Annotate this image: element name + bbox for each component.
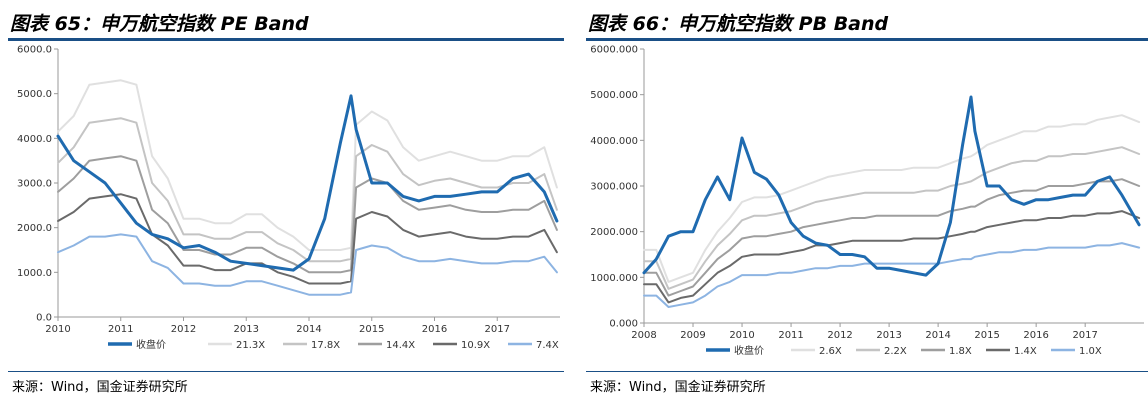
y-tick-label: 2000.000 (590, 227, 638, 238)
pe-band-chart: 0.0 1000.0 2000.0 3000.0 4000.0 5000.0 6000.0 2… (17, 45, 560, 351)
x-tick-label: 2012 (171, 324, 196, 335)
x-tick-label: 2011 (778, 330, 803, 341)
x-tick-label: 2009 (680, 330, 705, 341)
x-tick-label: 2015 (359, 324, 384, 335)
series-line-1-0x (643, 242, 1141, 308)
legend-label: 17.8X (311, 340, 340, 351)
source-rule (586, 371, 1148, 372)
figure-title: 图表 66：申万航空指数 PB Band (588, 13, 889, 35)
legend-label: 1.0X (1079, 346, 1102, 357)
legend-label: 收盘价 (136, 338, 166, 351)
title-rule (586, 38, 1148, 41)
x-tick-label: 2015 (974, 330, 999, 341)
series-line-17-8x (57, 117, 558, 263)
x-tick-label: 2014 (925, 330, 950, 341)
y-tick-label: 0.000 (609, 319, 638, 330)
legend-label: 14.4X (386, 340, 415, 351)
y-tick-label: 5000.0 (17, 89, 52, 100)
x-tick-label: 2011 (108, 324, 133, 335)
pb-band-chart: 0.000 1000.000 2000.000 3000.000 4000.000 500… (590, 45, 1144, 357)
source-note: 来源：Wind，国金证券研究所 (590, 380, 766, 395)
title-rule (8, 38, 564, 41)
y-tick-label: 3000.0 (17, 179, 52, 190)
series-line-7-4x (57, 233, 558, 296)
legend-label: 7.4X (536, 340, 559, 351)
x-tick-label: 2016 (1023, 330, 1048, 341)
figure-title: 图表 65：申万航空指数 PE Band (10, 13, 309, 35)
y-tick-label: 6000.000 (590, 45, 638, 56)
source-note: 来源：Wind，国金证券研究所 (12, 380, 188, 395)
legend-label: 21.3X (236, 340, 265, 351)
x-tick-label: 2013 (234, 324, 259, 335)
series-line-10-9x (57, 193, 558, 285)
y-tick-label: 4000.000 (590, 136, 638, 147)
y-tick-label: 6000.0 (17, 45, 52, 56)
legend-label: 2.6X (819, 346, 842, 357)
x-tick-label: 2008 (631, 330, 656, 341)
x-tick-label: 2017 (1072, 330, 1097, 341)
pe-band-panel: 图表 65：申万航空指数 PE Band 0.0 1000.0 2000.0 3000… (0, 0, 566, 403)
series-line-14-4x (57, 155, 558, 274)
series-line-close-price (56, 94, 559, 272)
series-line-21-3x (57, 79, 558, 251)
pb-band-panel: 图表 66：申万航空指数 PB Band 0.000 1000.000 2000.0… (578, 0, 1148, 403)
x-tick-label: 2012 (827, 330, 852, 341)
x-tick-label: 2010 (45, 324, 70, 335)
y-tick-label: 5000.000 (590, 90, 638, 101)
series-line-1-8x (643, 178, 1141, 297)
y-tick-label: 1000.000 (590, 273, 638, 284)
y-tick-label: 3000.000 (590, 182, 638, 193)
y-tick-label: 2000.0 (17, 223, 52, 234)
x-tick-label: 2017 (485, 324, 510, 335)
x-tick-label: 2010 (729, 330, 754, 341)
series-line-close-price (642, 95, 1141, 277)
x-tick-label: 2016 (422, 324, 447, 335)
legend-label: 10.9X (461, 340, 490, 351)
x-tick-label: 2014 (296, 324, 321, 335)
legend-label: 收盘价 (734, 344, 764, 357)
series-line-2-2x (643, 146, 1141, 290)
series-line-1-4x (643, 210, 1141, 304)
x-tick-label: 2013 (876, 330, 901, 341)
y-tick-label: 0.0 (36, 313, 52, 324)
y-tick-label: 1000.0 (17, 268, 52, 279)
legend-label: 2.2X (884, 346, 907, 357)
series-line-2-6x (643, 114, 1141, 283)
legend-label: 1.4X (1014, 346, 1037, 357)
y-tick-label: 4000.0 (17, 134, 52, 145)
legend-label: 1.8X (949, 346, 972, 357)
source-rule (8, 371, 564, 372)
